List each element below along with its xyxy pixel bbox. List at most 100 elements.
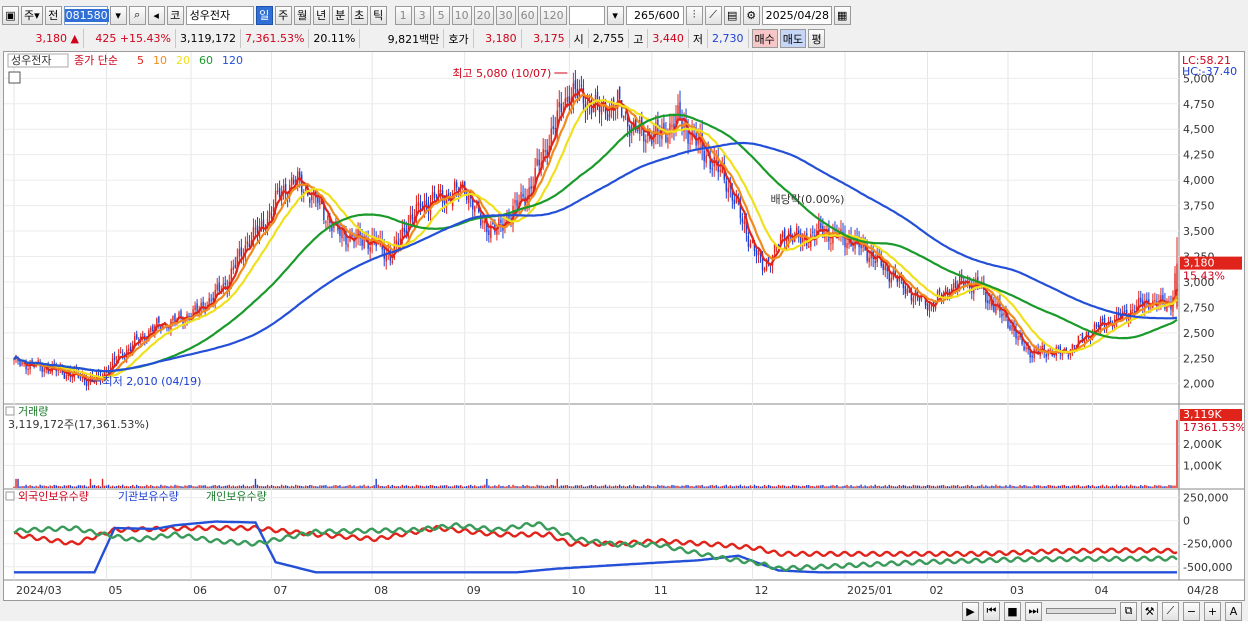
volume-bar [327, 486, 329, 488]
candle-body [331, 225, 333, 232]
compare-icon[interactable]: ⧉ [1120, 601, 1137, 621]
volume-bar [614, 485, 617, 488]
period-tab-분[interactable]: 분 [331, 5, 349, 25]
buy-button[interactable]: 매수 [751, 29, 778, 48]
volume-bar [57, 485, 59, 488]
volume-bar [834, 485, 836, 488]
zoom-out-icon[interactable]: − [1183, 601, 1200, 621]
candle-body [1144, 300, 1146, 309]
interval-buttons: 1 3 5 10 20 30 60 120 [394, 5, 567, 25]
price-pct-label: 15.43% [1183, 270, 1225, 283]
candle-body [564, 98, 567, 110]
candle-body [63, 371, 66, 379]
volume-bar [737, 485, 740, 488]
interval-button-1[interactable]: 1 [394, 5, 412, 25]
volume-bar [528, 485, 530, 488]
volume-bar [1134, 485, 1136, 488]
text-icon[interactable]: A [1225, 601, 1242, 621]
volume-bar [325, 485, 327, 488]
stock-name: 성우전자 [185, 5, 254, 25]
candle-body [1043, 345, 1045, 353]
stop-icon[interactable]: ■ [1004, 601, 1021, 621]
volume-bar [745, 486, 748, 488]
candle-body [741, 218, 744, 222]
interval-button-5[interactable]: 5 [432, 5, 450, 25]
candle-body [673, 123, 675, 130]
period-tab-초[interactable]: 초 [350, 5, 368, 25]
interval-button-30[interactable]: 30 [495, 5, 516, 25]
interval-button-120[interactable]: 120 [539, 5, 567, 25]
candle-body [635, 118, 637, 131]
sell-button[interactable]: 매도 [779, 29, 806, 48]
candle-body [820, 223, 822, 229]
interval-button-60[interactable]: 60 [517, 5, 538, 25]
period-tab-월[interactable]: 월 [293, 5, 311, 25]
scroll-right-icon[interactable]: ▶ [962, 601, 979, 621]
volume-bar [987, 486, 989, 488]
high-price: 3,440 [648, 29, 689, 48]
period-tab-틱[interactable]: 틱 [369, 5, 387, 25]
volume-bar [1162, 486, 1164, 488]
volume-bar [459, 485, 462, 488]
gear-icon[interactable]: ⚙ [742, 5, 760, 25]
period-tab-년[interactable]: 년 [312, 5, 330, 25]
candle-icon[interactable]: ⫶ [685, 5, 703, 25]
candle-body [812, 231, 814, 233]
volume-bar [427, 486, 430, 488]
foreign-legend: 외국인보유수량 [18, 490, 89, 503]
volume-bar [926, 485, 929, 488]
line-chart-icon[interactable]: ⟋ [704, 5, 722, 25]
volume-bar [536, 484, 538, 488]
volume-bar [1049, 485, 1051, 488]
candle-body [278, 187, 281, 198]
holder-tick-label: 0 [1183, 515, 1190, 528]
stock-code-input[interactable]: 081580 [63, 5, 109, 25]
volume-bar [216, 485, 218, 488]
volume-bar [474, 485, 476, 488]
period-tab-일[interactable]: 일 [255, 5, 273, 25]
volume-bar [985, 485, 987, 488]
interval-input[interactable] [568, 5, 605, 25]
legend-ma-60: 60 [199, 54, 213, 67]
market-select[interactable]: 주 ▾ [21, 5, 43, 25]
candle-body [1123, 310, 1126, 312]
calendar-icon[interactable]: ▦ [833, 5, 851, 25]
count-input[interactable]: 265/600 [625, 5, 684, 25]
volume-bar [908, 486, 911, 488]
volume-bar [731, 486, 734, 488]
zoom-in-icon[interactable]: + [1204, 601, 1221, 621]
candle-body [437, 189, 440, 198]
interval-button-10[interactable]: 10 [451, 5, 472, 25]
volume-bar [1027, 486, 1029, 488]
candle-body [113, 356, 116, 360]
forward-icon[interactable]: ⏭ [1025, 601, 1042, 621]
period-tab-주[interactable]: 주 [274, 5, 292, 25]
draw-icon[interactable]: ⟋ [1162, 601, 1179, 621]
tool-icon[interactable]: ⚒ [1141, 601, 1158, 621]
chart-svg[interactable]: 5,0004,7504,5004,2504,0003,7503,5003,250… [4, 52, 1244, 600]
interval-button-3[interactable]: 3 [413, 5, 431, 25]
volume-bar [804, 485, 806, 488]
candle-body [299, 171, 301, 178]
volume-bar [278, 486, 281, 488]
window-icon[interactable]: ▣ [2, 5, 19, 25]
date-input[interactable]: 2025/04/28 [761, 5, 832, 25]
volume-bar [665, 486, 667, 488]
evaluate-button[interactable]: 평 [808, 29, 825, 48]
chart-area[interactable]: 5,0004,7504,5004,2504,0003,7503,5003,250… [3, 51, 1245, 601]
candle-body [705, 155, 707, 163]
save-icon[interactable]: ▤ [723, 5, 741, 25]
volume-bar [113, 486, 116, 488]
period-select[interactable]: 전 [44, 5, 62, 25]
volume-bar [488, 485, 490, 488]
search-icon[interactable]: ⌕ [128, 5, 146, 25]
interval-dropdown-icon[interactable]: ▾ [606, 5, 624, 25]
candle-body [431, 192, 434, 200]
code-dropdown-icon[interactable]: ▾ [109, 5, 127, 25]
volume-bar [272, 485, 275, 488]
interval-button-20[interactable]: 20 [473, 5, 494, 25]
candle-body [586, 101, 589, 109]
rewind-icon[interactable]: ⏮ [983, 601, 1000, 621]
speaker-icon[interactable]: ◂ [147, 5, 165, 25]
zoom-slider[interactable] [1046, 608, 1116, 614]
